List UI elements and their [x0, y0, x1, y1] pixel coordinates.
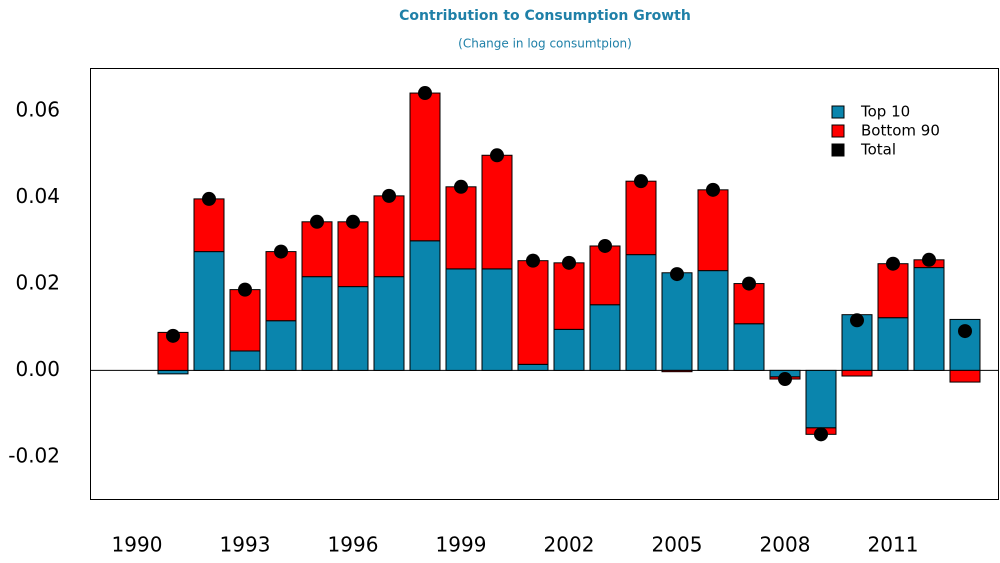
bar-segment	[445, 268, 477, 371]
total-dot	[526, 253, 540, 268]
total-dot	[382, 188, 396, 203]
total-dot	[814, 427, 828, 442]
bar-segment	[337, 221, 369, 288]
y-tick-label: 0.00	[15, 357, 60, 381]
total-dot	[886, 256, 900, 271]
total-dot	[346, 214, 360, 229]
bar-segment	[481, 268, 513, 371]
total-dot	[454, 179, 468, 194]
legend-label: Top 10	[860, 103, 910, 121]
total-dot	[418, 86, 432, 101]
x-tick-label: 1990	[112, 533, 163, 557]
bar-segment	[877, 317, 909, 371]
bar-segment	[733, 323, 765, 371]
bar-segment	[589, 304, 621, 371]
bar-segment	[625, 180, 657, 256]
bar-segment	[913, 267, 945, 371]
bar-segment	[409, 92, 441, 242]
bar-segment	[949, 369, 981, 383]
bar-segment	[301, 221, 333, 278]
x-tick-label: 2002	[544, 533, 595, 557]
bar-segment	[193, 251, 225, 371]
bar-segment	[157, 369, 189, 375]
bar-segment	[409, 240, 441, 371]
x-tick-label: 1996	[328, 533, 379, 557]
total-dot	[670, 267, 684, 282]
y-tick-label: 0.04	[15, 184, 60, 208]
bar-segment	[265, 251, 297, 322]
bar-segment	[661, 272, 693, 371]
legend-label: Bottom 90	[861, 122, 940, 140]
y-tick-label: 0.06	[15, 98, 60, 122]
chart-subtitle: (Change in log consumtpion)	[458, 37, 632, 51]
bar-segment	[445, 186, 477, 270]
bar-segment	[697, 189, 729, 272]
bar-segment	[193, 198, 225, 253]
total-dot	[562, 255, 576, 270]
bar-segment	[697, 270, 729, 371]
x-tick-label: 1999	[436, 533, 487, 557]
legend-swatch	[831, 124, 845, 138]
total-dot	[598, 238, 612, 253]
total-dot	[958, 324, 972, 339]
bar-segment	[877, 263, 909, 319]
bar-segment	[517, 260, 549, 365]
bar-segment	[373, 276, 405, 371]
total-dot	[202, 191, 216, 206]
bar-segment	[841, 369, 873, 377]
bar-segment	[229, 289, 261, 352]
x-tick-label: 2008	[760, 533, 811, 557]
legend-label: Total	[860, 141, 896, 159]
bar-segment	[517, 363, 549, 371]
bar-segment	[337, 286, 369, 371]
bar-segment	[589, 245, 621, 306]
total-dot	[850, 313, 864, 328]
total-dot	[310, 214, 324, 229]
total-dot	[922, 252, 936, 267]
total-dot	[742, 276, 756, 291]
plot-frame	[90, 68, 999, 500]
total-dot	[706, 182, 720, 197]
total-dot	[778, 372, 792, 387]
y-tick-label: -0.02	[8, 443, 60, 467]
bar-segment	[661, 369, 693, 373]
bar-segment	[625, 254, 657, 371]
bar-segment	[553, 328, 585, 371]
x-tick-label: 2005	[652, 533, 703, 557]
x-tick-label: 1993	[220, 533, 271, 557]
bar-segment	[805, 369, 837, 429]
total-dot	[166, 328, 180, 343]
total-dot	[274, 244, 288, 259]
legend-swatch	[831, 143, 845, 157]
total-dot	[238, 282, 252, 297]
total-dot	[490, 148, 504, 163]
bar-segment	[301, 276, 333, 371]
bar-segment	[229, 350, 261, 371]
bar-segment	[553, 262, 585, 330]
chart-title: Contribution to Consumption Growth	[399, 8, 691, 24]
y-tick-label: 0.02	[15, 271, 60, 295]
x-tick-label: 2011	[868, 533, 919, 557]
bar-segment	[373, 195, 405, 278]
bar-segment	[265, 320, 297, 371]
bar-segment	[481, 154, 513, 270]
total-dot	[634, 174, 648, 189]
legend-swatch	[831, 105, 845, 119]
